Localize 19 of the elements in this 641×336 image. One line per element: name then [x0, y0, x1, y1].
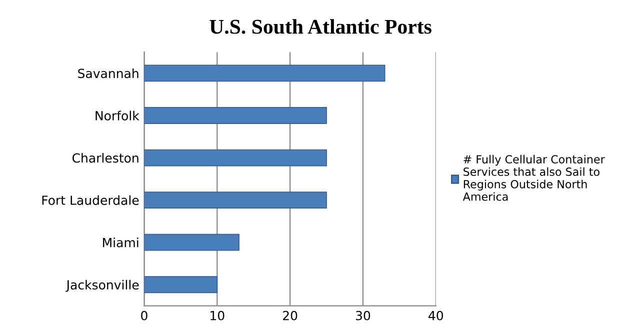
- y-tick-label: Charleston: [72, 153, 138, 163]
- bar: [144, 149, 327, 166]
- x-tick-label: 30: [356, 310, 370, 320]
- bar: [144, 234, 240, 251]
- y-tick-label: Jacksonville: [66, 280, 139, 292]
- y-tick-label: Savannah: [78, 68, 138, 78]
- chart-title: U.S. South Atlantic Ports: [210, 19, 432, 34]
- y-tick-label: Fort Lauderdale: [42, 195, 139, 205]
- bar: [144, 276, 218, 294]
- y-tick-label: Norfolk: [96, 110, 140, 120]
- bar: [144, 107, 327, 124]
- legend-label: # Fully Cellular Container Services that also Sail to Regions Outside North America: [462, 154, 605, 201]
- x-tick-label: 20: [283, 310, 298, 320]
- y-tick-label: Miami: [103, 238, 138, 248]
- bar: [144, 192, 327, 209]
- x-tick-label: 40: [428, 310, 444, 320]
- bar: [144, 64, 386, 82]
- x-tick-label: 0: [141, 310, 148, 320]
- x-tick-label: 10: [210, 310, 224, 320]
